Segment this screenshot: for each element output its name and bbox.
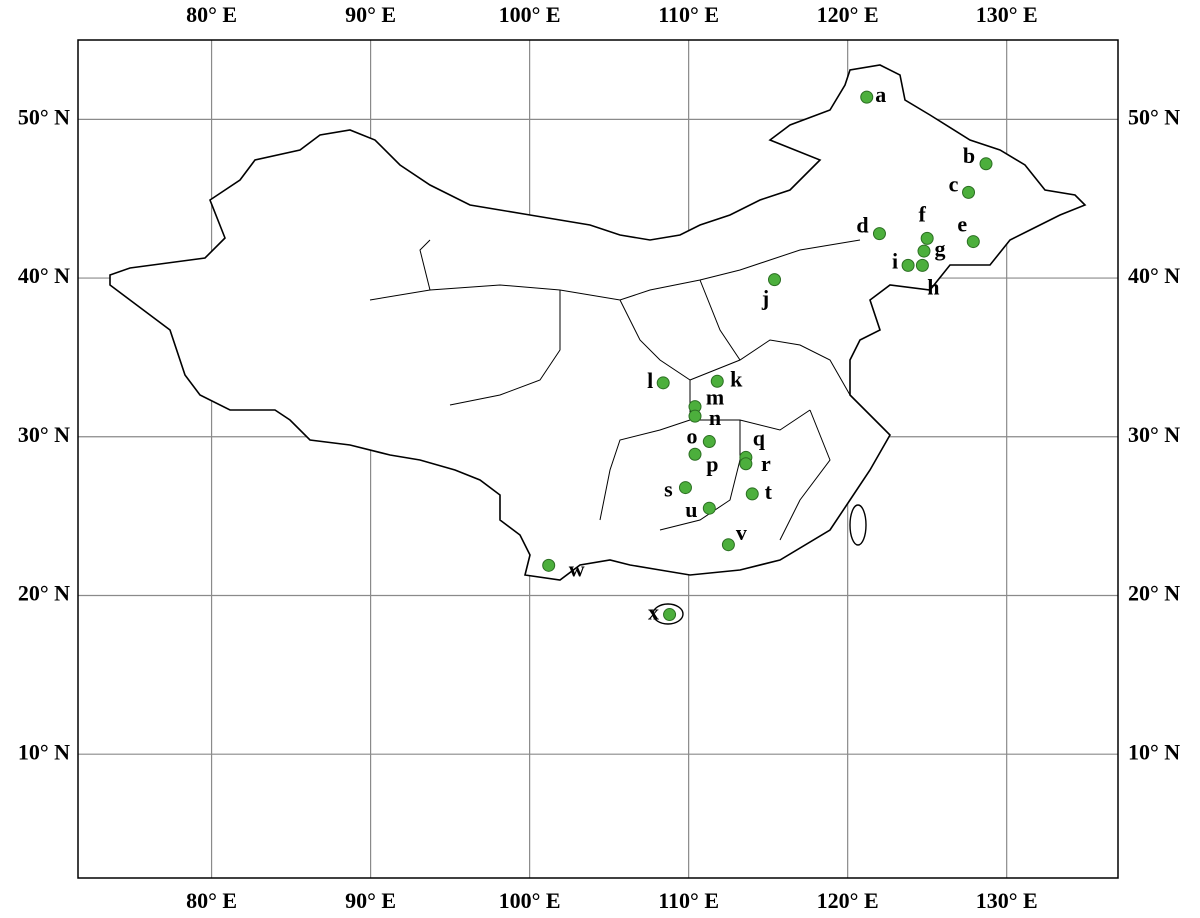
site-label: s — [664, 477, 673, 502]
site-marker — [702, 435, 716, 449]
site-label: q — [753, 425, 766, 450]
site-marker — [739, 457, 753, 471]
x-tick-label: 80° E — [186, 2, 237, 27]
x-tick-label: 110° E — [658, 888, 719, 913]
site-marker — [663, 608, 677, 622]
site-label: g — [934, 236, 945, 261]
site-label: v — [736, 520, 747, 545]
x-tick-label: 120° E — [817, 888, 879, 913]
site-marker — [688, 447, 702, 461]
y-tick-label: 10° N — [1128, 739, 1180, 764]
site-marker — [745, 487, 759, 501]
site-marker — [710, 374, 724, 388]
site-marker — [688, 409, 702, 423]
site-label: i — [892, 248, 898, 273]
site-marker — [872, 227, 886, 241]
x-tick-label: 120° E — [817, 2, 879, 27]
x-tick-label: 130° E — [976, 888, 1038, 913]
site-marker — [656, 376, 670, 390]
site-marker — [962, 185, 976, 199]
site-label: c — [949, 171, 959, 196]
site-label: h — [927, 274, 939, 299]
site-label: u — [685, 497, 697, 522]
site-marker — [702, 501, 716, 515]
plot-frame — [77, 39, 1119, 879]
site-marker — [721, 538, 735, 552]
site-label: l — [647, 368, 653, 393]
x-tick-label: 80° E — [186, 888, 237, 913]
site-marker — [917, 244, 931, 258]
site-marker — [768, 273, 782, 287]
site-marker — [901, 258, 915, 272]
site-label: x — [648, 600, 659, 625]
y-tick-label: 50° N — [18, 104, 70, 129]
site-label: n — [709, 405, 721, 430]
site-marker — [915, 258, 929, 272]
site-marker — [966, 235, 980, 249]
site-label: p — [706, 452, 718, 477]
site-label: d — [856, 213, 868, 238]
x-tick-label: 100° E — [499, 888, 561, 913]
site-label: m — [706, 385, 724, 410]
taiwan — [849, 504, 867, 546]
y-tick-label: 10° N — [18, 739, 70, 764]
site-label: w — [569, 556, 585, 581]
site-label: o — [687, 423, 698, 448]
y-tick-label: 50° N — [1128, 104, 1180, 129]
y-tick-label: 40° N — [1128, 263, 1180, 288]
x-tick-label: 130° E — [976, 2, 1038, 27]
site-marker — [542, 558, 556, 572]
y-tick-label: 30° N — [1128, 422, 1180, 447]
site-label: k — [730, 366, 743, 391]
y-tick-label: 40° N — [18, 263, 70, 288]
site-marker — [678, 481, 692, 495]
y-tick-label: 30° N — [18, 422, 70, 447]
y-tick-label: 20° N — [18, 581, 70, 606]
x-tick-label: 90° E — [345, 2, 396, 27]
site-label: t — [765, 479, 773, 504]
site-label: f — [919, 201, 927, 226]
site-marker — [860, 90, 874, 104]
site-label: r — [761, 451, 771, 476]
y-tick-label: 20° N — [1128, 581, 1180, 606]
site-marker — [979, 157, 993, 171]
site-label: b — [963, 143, 975, 168]
country-outline — [109, 64, 1087, 581]
x-tick-label: 90° E — [345, 888, 396, 913]
site-label: e — [957, 212, 967, 237]
x-tick-label: 100° E — [499, 2, 561, 27]
x-tick-label: 110° E — [658, 2, 719, 27]
site-label: a — [875, 82, 886, 107]
site-label: j — [761, 286, 769, 311]
site-marker — [920, 231, 934, 245]
